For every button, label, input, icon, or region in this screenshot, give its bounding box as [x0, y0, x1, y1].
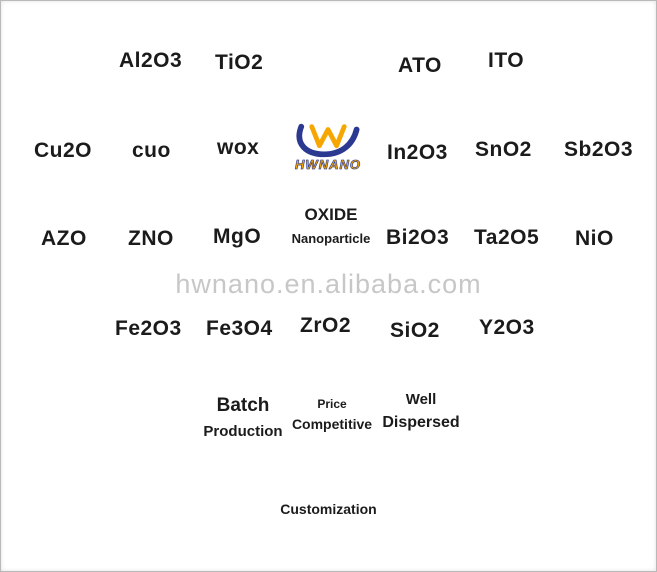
- hwnano-wordmark: HWNANO: [295, 157, 361, 173]
- feature-line: Dispersed: [382, 414, 460, 431]
- formula-sb2o3: Sb2O3: [564, 138, 634, 161]
- formula-nio: NiO: [575, 227, 614, 250]
- feature-line: Production: [203, 423, 283, 440]
- formula-ito: ITO: [488, 49, 525, 72]
- formula-sio2: SiO2: [390, 319, 440, 342]
- feature-line: Well: [405, 391, 437, 408]
- hwnano-logo: HWNANO: [285, 119, 371, 189]
- formula-al2o3: Al2O3: [119, 49, 183, 72]
- formula-ato: ATO: [398, 54, 442, 77]
- center-badge-title: OXIDE: [304, 205, 358, 224]
- feature-well-dispersed: Well Dispersed: [375, 391, 467, 432]
- feature-batch-production: Batch Production: [193, 395, 293, 440]
- formula-in2o3: In2O3: [387, 141, 448, 164]
- formula-ta2o5: Ta2O5: [474, 226, 540, 249]
- center-badge: OXIDE Nanoparticle: [269, 205, 393, 246]
- formula-bi2o3: Bi2O3: [386, 226, 450, 249]
- hwnano-logo-swoosh-icon: [296, 123, 360, 158]
- customization-label: Customization: [280, 501, 377, 517]
- formula-cu2o: Cu2O: [34, 139, 93, 162]
- formula-sno2: SnO2: [475, 138, 532, 161]
- formula-cuo: cuo: [132, 139, 171, 162]
- formula-fe3o4: Fe3O4: [206, 317, 273, 340]
- formula-zno: ZNO: [128, 227, 174, 250]
- formula-y2o3: Y2O3: [479, 316, 535, 339]
- watermark-text: hwnano.en.alibaba.com: [175, 269, 482, 299]
- feature-line: Price: [317, 397, 347, 411]
- center-badge-subtitle: Nanoparticle: [291, 231, 371, 246]
- formula-zro2: ZrO2: [300, 314, 352, 337]
- feature-line: Batch: [216, 395, 270, 416]
- feature-price-competitive: Price Competitive: [287, 397, 377, 432]
- formula-wox: wox: [217, 136, 260, 159]
- formula-azo: AZO: [41, 227, 87, 250]
- formula-mgo: MgO: [213, 225, 262, 248]
- formula-tio2: TiO2: [215, 51, 264, 74]
- feature-line: Competitive: [291, 416, 373, 432]
- formula-fe2o3: Fe2O3: [115, 317, 182, 340]
